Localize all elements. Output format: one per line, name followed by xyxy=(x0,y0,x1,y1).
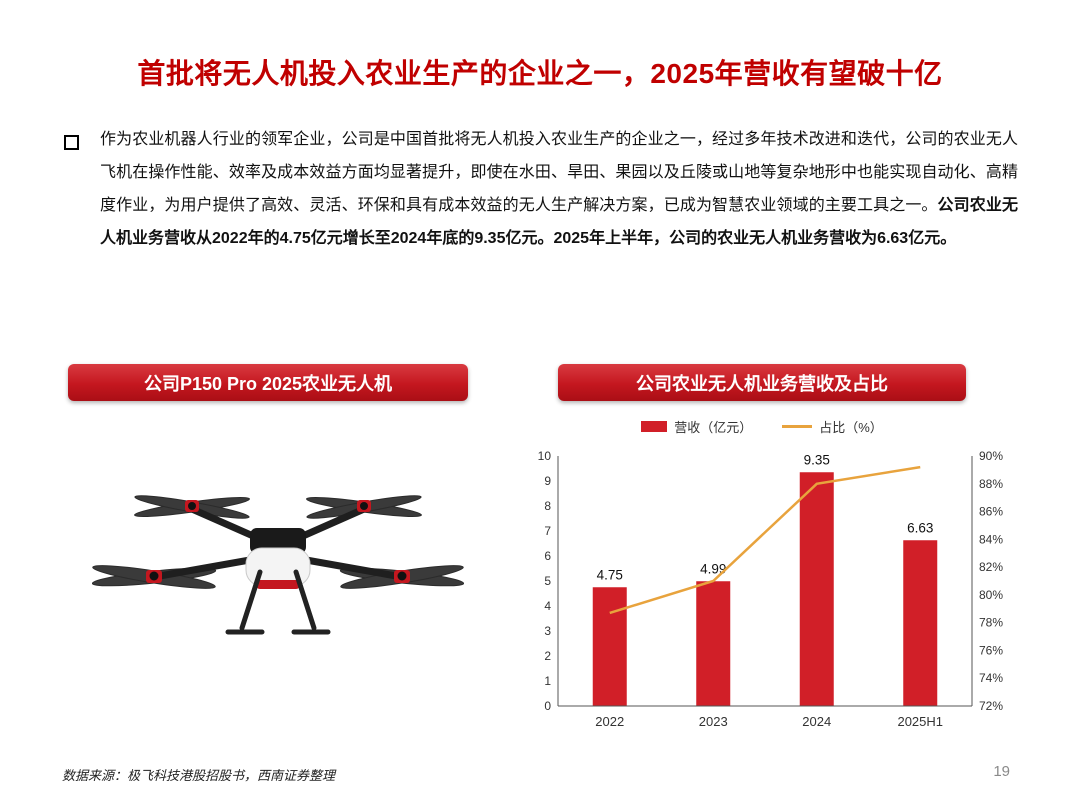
right-section-banner: 公司农业无人机业务营收及占比 xyxy=(558,364,966,401)
body-text-regular: 作为农业机器人行业的领军企业，公司是中国首批将无人机投入农业生产的企业之一，经过… xyxy=(100,131,1018,214)
revenue-bar xyxy=(903,540,938,706)
left-axis-tick: 9 xyxy=(544,474,551,488)
chart-legend: 营收（亿元） 占比（%） xyxy=(558,417,966,436)
left-axis-tick: 7 xyxy=(544,524,551,538)
bullet-square-icon xyxy=(64,135,79,150)
category-label: 2024 xyxy=(802,714,831,729)
category-label: 2023 xyxy=(699,714,728,729)
revenue-share-chart: 0 1 2 3 4 5 6 7 8 9 10 72% 74% 76% 78% 80% 82% 84% 86% 88% 9… xyxy=(520,440,1020,740)
bar-value-label: 6.63 xyxy=(907,520,933,535)
left-axis-tick: 2 xyxy=(544,649,551,663)
share-legend-label: 占比（%） xyxy=(819,420,883,435)
page-title: 首批将无人机投入农业生产的企业之一，2025年营收有望破十亿 xyxy=(137,58,943,89)
right-axis-tick: 74% xyxy=(979,671,1003,685)
page-number: 19 xyxy=(993,763,1010,780)
bar-value-label: 4.75 xyxy=(597,567,623,582)
legend-item-share: 占比（%） xyxy=(782,417,883,436)
revenue-bar xyxy=(696,581,731,706)
left-axis-tick: 0 xyxy=(544,699,551,713)
source-note: 数据来源：极飞科技港股招股书，西南证券整理 xyxy=(62,768,336,783)
revenue-bar-swatch-icon xyxy=(641,421,668,432)
left-axis-tick: 5 xyxy=(544,574,551,588)
left-axis-tick: 3 xyxy=(544,624,551,638)
share-line-swatch-icon xyxy=(782,425,813,428)
chart-canvas: 0 1 2 3 4 5 6 7 8 9 10 72% 74% 76% 78% 80% 82% 84% 86% 88% 9… xyxy=(538,449,1004,729)
right-axis-tick: 90% xyxy=(979,449,1003,463)
left-axis-tick: 10 xyxy=(538,449,552,463)
right-axis-tick: 88% xyxy=(979,477,1003,491)
body-text-bold: 公司农业无人机业务营收从2022年的4.75亿元增长至2024年底的9.35亿元… xyxy=(100,197,1018,247)
left-section-banner: 公司P150 Pro 2025农业无人机 xyxy=(68,364,468,401)
bar-value-label: 4.99 xyxy=(700,561,726,576)
left-axis-tick: 1 xyxy=(544,674,551,688)
revenue-legend-label: 营收（亿元） xyxy=(674,420,753,435)
right-axis-tick: 80% xyxy=(979,588,1003,602)
category-label: 2025H1 xyxy=(897,714,943,729)
right-axis-tick: 86% xyxy=(979,505,1003,519)
left-axis-tick: 4 xyxy=(544,599,551,613)
right-axis-tick: 82% xyxy=(979,560,1003,574)
right-axis-tick: 76% xyxy=(979,643,1003,657)
revenue-bar xyxy=(592,587,627,706)
body-paragraph: 作为农业机器人行业的领军企业，公司是中国首批将无人机投入农业生产的企业之一，经过… xyxy=(100,123,1018,255)
right-axis-tick: 72% xyxy=(979,699,1003,713)
bar-value-label: 9.35 xyxy=(804,452,830,467)
share-line xyxy=(609,465,921,615)
drone-image xyxy=(91,452,465,672)
legend-item-revenue: 营收（亿元） xyxy=(641,417,752,436)
left-axis-tick: 8 xyxy=(544,499,551,513)
left-axis-tick: 6 xyxy=(544,549,551,563)
right-axis-tick: 78% xyxy=(979,616,1003,630)
right-axis-tick: 84% xyxy=(979,532,1003,546)
category-label: 2022 xyxy=(595,714,624,729)
revenue-bar xyxy=(799,472,834,706)
